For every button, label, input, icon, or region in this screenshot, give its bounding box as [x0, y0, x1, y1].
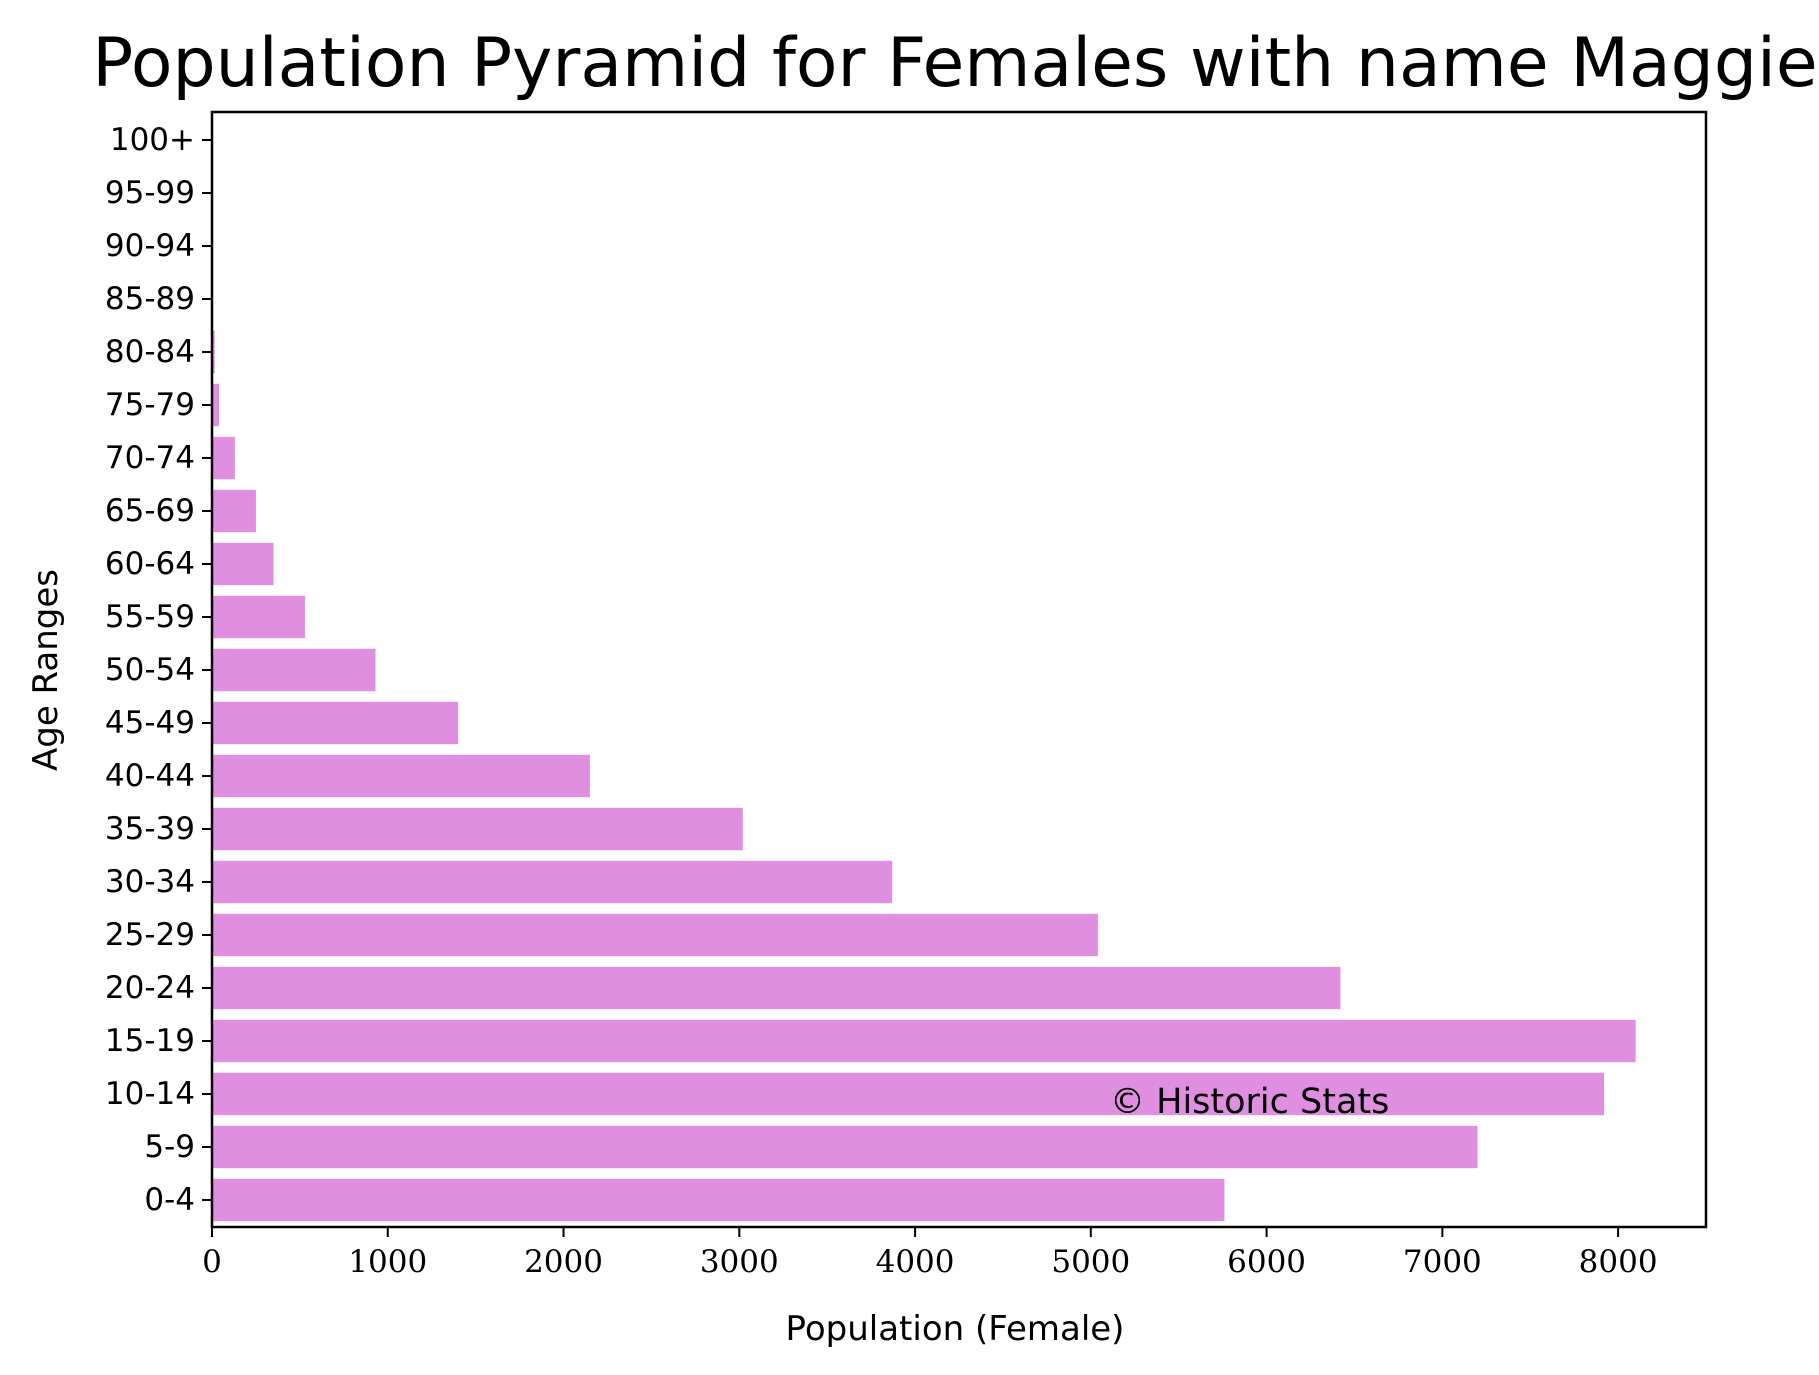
y-axis: 0-4 5-9 10-14 15-19 20-24 25-29 30-34 35-39 40-4… — [105, 122, 212, 1218]
y-tick-label: 70-74 — [105, 440, 195, 476]
bar-65-69 — [212, 489, 256, 533]
bar-30-34 — [212, 860, 893, 904]
bar-35-39 — [212, 807, 743, 851]
x-tick-label: 1000 — [348, 1244, 427, 1280]
y-tick-label: 95-99 — [105, 175, 195, 211]
y-tick-label: 85-89 — [105, 281, 195, 317]
y-tick-label: 25-29 — [105, 917, 195, 953]
x-axis-label: Population (Female) — [786, 1309, 1125, 1349]
bar-5-9 — [212, 1125, 1478, 1169]
x-tick-label: 6000 — [1227, 1244, 1306, 1280]
y-tick-label: 50-54 — [105, 652, 195, 688]
bar-45-49 — [212, 701, 459, 745]
y-tick-label: 65-69 — [105, 493, 195, 529]
bar-15-19 — [212, 1019, 1636, 1063]
bar-75-79 — [212, 383, 220, 427]
y-tick-label: 35-39 — [105, 811, 195, 847]
bar-40-44 — [212, 754, 590, 798]
y-tick-label: 80-84 — [105, 334, 195, 370]
x-tick-label: 5000 — [1051, 1244, 1130, 1280]
y-tick-label: 40-44 — [105, 758, 195, 794]
watermark-annotation: © Historic Stats — [1110, 1082, 1389, 1122]
y-tick-label: 15-19 — [105, 1023, 195, 1059]
x-tick-label: 2000 — [524, 1244, 603, 1280]
y-tick-label: 30-34 — [105, 864, 195, 900]
y-tick-label: 75-79 — [105, 387, 195, 423]
chart-title: Population Pyramid for Females with name… — [92, 24, 1817, 103]
y-tick-label: 10-14 — [105, 1076, 195, 1112]
bar-20-24 — [212, 966, 1341, 1010]
bar-25-29 — [212, 913, 1098, 957]
x-tick-label: 4000 — [876, 1244, 955, 1280]
y-tick-label: 55-59 — [105, 599, 195, 635]
bar-0-4 — [212, 1178, 1225, 1222]
bar-70-74 — [212, 436, 235, 480]
bar-10-14 — [212, 1072, 1605, 1116]
y-tick-label: 20-24 — [105, 970, 195, 1006]
y-tick-label: 45-49 — [105, 705, 195, 741]
bar-80-84 — [212, 330, 215, 374]
y-tick-label: 90-94 — [105, 228, 195, 264]
y-tick-label: 60-64 — [105, 546, 195, 582]
y-axis-label: Age Ranges — [26, 569, 66, 771]
bars-group — [212, 224, 1636, 1222]
bar-50-54 — [212, 648, 376, 692]
bar-55-59 — [212, 595, 306, 639]
x-tick-label: 8000 — [1579, 1244, 1658, 1280]
y-tick-label: 100+ — [110, 122, 195, 158]
y-tick-label: 0-4 — [144, 1182, 195, 1218]
x-tick-label: 7000 — [1403, 1244, 1482, 1280]
x-axis: 0 1000 2000 3000 4000 5000 6000 7000 8000 — [202, 1227, 1658, 1280]
y-tick-label: 5-9 — [144, 1129, 195, 1165]
x-tick-label: 0 — [202, 1244, 222, 1280]
bar-60-64 — [212, 542, 274, 586]
x-tick-label: 3000 — [700, 1244, 779, 1280]
